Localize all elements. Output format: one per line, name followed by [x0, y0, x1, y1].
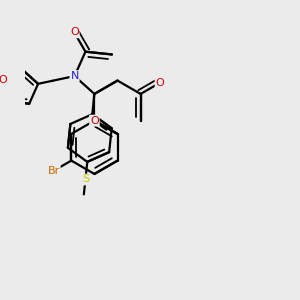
Text: O: O [90, 116, 99, 126]
Text: O: O [156, 78, 164, 88]
Text: Br: Br [47, 166, 60, 176]
Text: O: O [0, 75, 8, 85]
Text: N: N [70, 71, 79, 81]
Text: S: S [82, 175, 89, 184]
Text: O: O [70, 27, 79, 38]
